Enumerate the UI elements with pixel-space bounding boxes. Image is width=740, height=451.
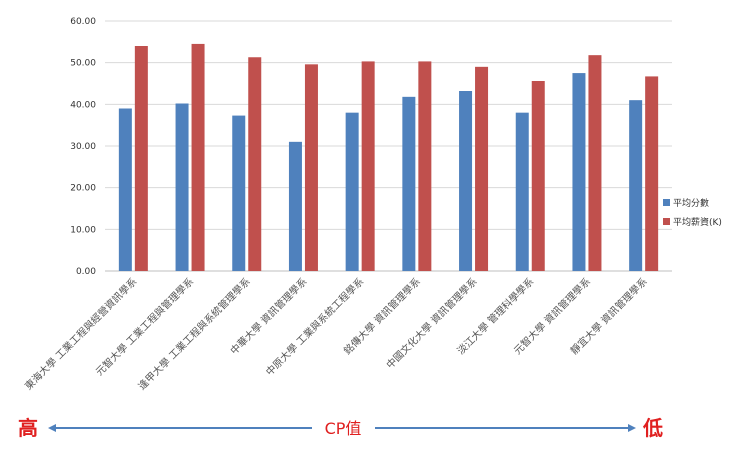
category-label: 中原大學 工業與系統工程學系	[263, 275, 366, 378]
high-label: 高	[18, 416, 38, 440]
category-label: 中國文化大學 資訊管理學系	[383, 275, 479, 371]
bar-series-1-1	[118, 108, 132, 271]
bar-series-1-3	[232, 115, 246, 271]
legend-swatch-series-1	[663, 199, 670, 206]
bar-series-2-10	[645, 76, 659, 272]
y-tick-label: 10.00	[70, 225, 96, 235]
bar-series-2-5	[361, 61, 375, 271]
bar-series-2-7	[475, 66, 489, 271]
bar-series-1-4	[288, 141, 302, 271]
cp-value-label: CP值	[325, 419, 362, 438]
y-tick-label: 60.00	[70, 17, 96, 27]
cp-value-annotation: 高 CP值 低	[18, 416, 663, 440]
bar-series-1-9	[572, 73, 586, 271]
bar-series-2-9	[588, 55, 602, 271]
bar-series-1-8	[515, 112, 529, 272]
bar-series-2-3	[248, 57, 262, 271]
category-label: 元智大學 工業工程與管理學系	[93, 275, 196, 378]
bar-series-1-5	[345, 112, 359, 272]
bar-series-1-6	[402, 96, 416, 271]
category-label: 逢甲大學 工業工程與系統管理學系	[135, 275, 253, 393]
bar-series-2-2	[191, 43, 205, 271]
y-tick-label: 40.00	[70, 100, 96, 110]
y-tick-label: 50.00	[70, 59, 96, 69]
low-label: 低	[642, 416, 663, 440]
category-label: 東海大學 工業工程與經營資訊學系	[22, 275, 140, 393]
bar-series-2-6	[418, 61, 432, 271]
legend-swatch-series-2	[663, 218, 670, 225]
legend: 平均分數 平均薪資(K)	[663, 197, 722, 228]
bar-series-2-4	[304, 64, 318, 271]
legend-label-series-1: 平均分數	[673, 197, 709, 209]
y-tick-label: 20.00	[70, 184, 96, 194]
bar-series-1-2	[175, 103, 189, 271]
bars	[118, 43, 659, 272]
bar-series-2-1	[134, 46, 148, 271]
legend-label-series-2: 平均薪資(K)	[673, 216, 722, 228]
bar-series-1-7	[459, 91, 473, 271]
bar-series-1-10	[629, 100, 643, 272]
bar-series-2-8	[531, 81, 545, 271]
y-tick-label: 0.00	[76, 267, 96, 277]
y-axis-ticks: 0.00 10.00 20.00 30.00 40.00 50.00 60.00	[70, 17, 96, 277]
grid-lines	[105, 20, 672, 272]
y-tick-label: 30.00	[70, 142, 96, 152]
